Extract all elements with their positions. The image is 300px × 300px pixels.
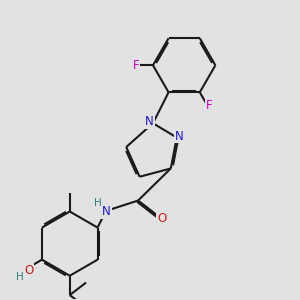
Text: O: O bbox=[157, 212, 167, 225]
Text: N: N bbox=[175, 130, 184, 142]
Text: O: O bbox=[24, 264, 34, 277]
Text: H: H bbox=[16, 272, 24, 282]
Text: N: N bbox=[102, 205, 111, 218]
Text: F: F bbox=[133, 59, 139, 72]
Text: N: N bbox=[145, 115, 154, 128]
Text: H: H bbox=[94, 198, 102, 208]
Text: F: F bbox=[206, 99, 212, 112]
